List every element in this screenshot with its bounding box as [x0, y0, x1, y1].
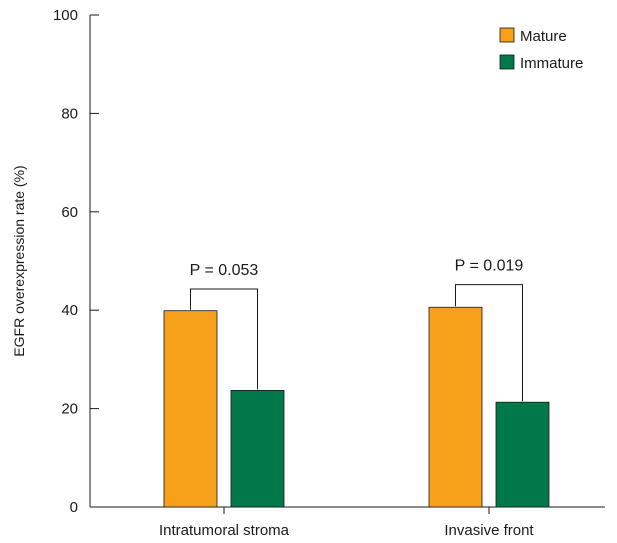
y-tick-label: 100: [53, 7, 78, 24]
significance-annotations: P = 0.053 P = 0.019: [190, 258, 524, 402]
y-tick-label: 60: [61, 204, 78, 221]
legend-swatch-immature: [499, 54, 515, 70]
legend-label-mature: Mature: [520, 28, 567, 45]
bar-mature: [163, 310, 218, 508]
x-tick-label: Intratumoral stroma: [159, 522, 290, 539]
legend-label-immature: Immature: [520, 55, 583, 72]
bar-mature: [428, 306, 483, 508]
x-tick-label: Invasive front: [444, 522, 534, 539]
y-tick-label: 80: [61, 105, 78, 122]
significance-bracket: [190, 288, 258, 390]
p-value-label: P = 0.053: [190, 262, 259, 279]
legend: Mature Immature: [499, 27, 583, 72]
y-tick-label: 0: [70, 499, 78, 516]
y-axis-title: EGFR overexpression rate (%): [11, 165, 27, 356]
bars: [163, 306, 550, 508]
p-value-label: P = 0.019: [455, 258, 524, 275]
y-tick-label: 40: [61, 302, 78, 319]
y-tick-label: 20: [61, 401, 78, 418]
axes: 0 20 40 60 80 100 Intratumoral stroma Invasive…: [53, 7, 605, 539]
significance-bracket: [455, 284, 523, 402]
legend-swatch-mature: [499, 27, 515, 43]
bar-immature: [230, 389, 285, 508]
x-ticks: Intratumoral stroma Invasive front: [159, 507, 534, 539]
y-ticks: 0 20 40 60 80 100: [53, 7, 99, 516]
bar-immature: [495, 401, 550, 508]
